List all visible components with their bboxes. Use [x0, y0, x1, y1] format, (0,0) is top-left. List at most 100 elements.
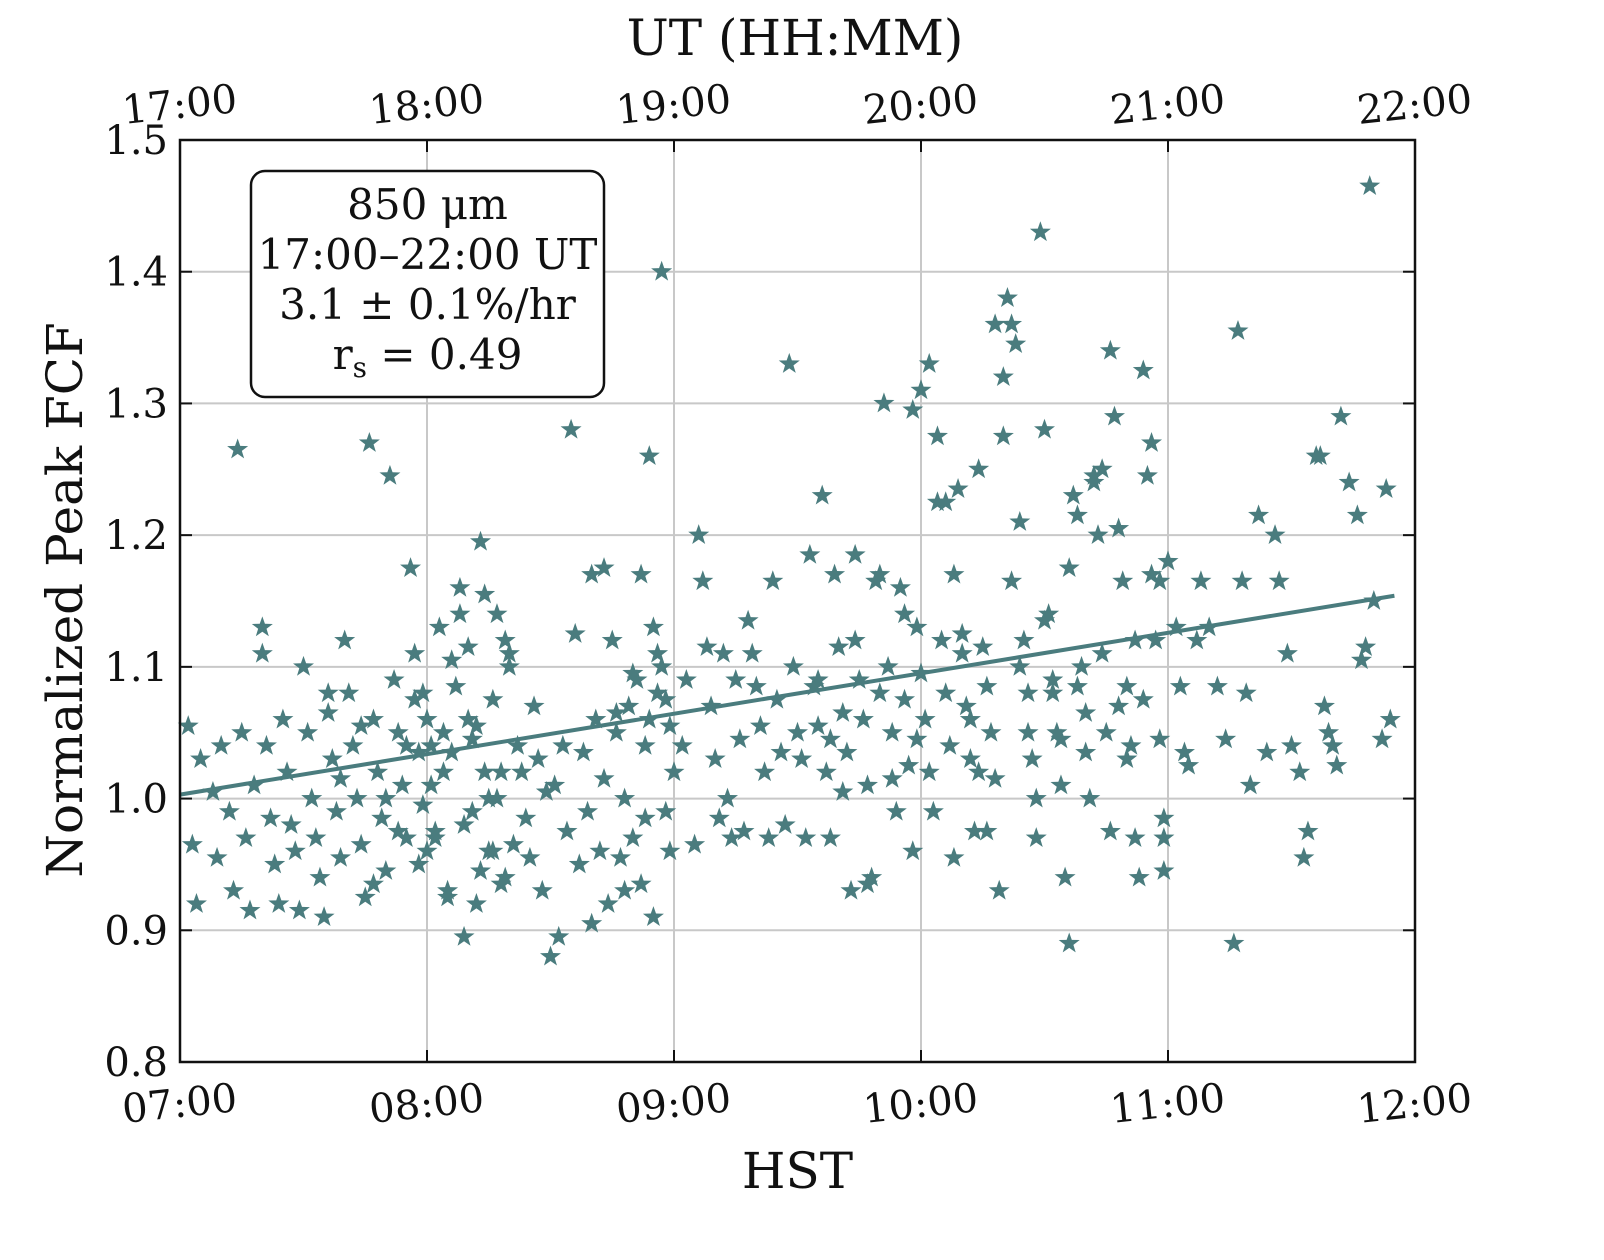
- star-point: [791, 748, 813, 768]
- star-point: [494, 629, 516, 650]
- star-point: [1132, 688, 1154, 709]
- star-point: [836, 741, 858, 762]
- star-point: [988, 879, 1010, 900]
- star-point: [1297, 820, 1319, 841]
- star-point: [227, 438, 249, 459]
- x-tick-label: 11:00: [1108, 1075, 1227, 1133]
- star-point: [980, 721, 1002, 742]
- star-point: [1256, 741, 1278, 762]
- star-point: [358, 431, 380, 452]
- star-point: [856, 774, 878, 795]
- star-point: [560, 418, 582, 439]
- star-point: [589, 840, 611, 861]
- star-point: [1025, 787, 1047, 808]
- star-point: [449, 603, 471, 624]
- star-point: [1042, 682, 1064, 703]
- star-point: [1375, 478, 1397, 498]
- star-point: [346, 787, 368, 808]
- star-point: [708, 807, 730, 828]
- star-point: [548, 925, 570, 946]
- star-point: [1108, 695, 1130, 716]
- star-point: [1190, 570, 1212, 591]
- star-point: [696, 636, 718, 656]
- star-point: [1071, 655, 1093, 676]
- star-point: [737, 609, 759, 630]
- star-point: [338, 682, 360, 703]
- x-tick-label: 10:00: [861, 1075, 980, 1133]
- star-point: [1009, 510, 1031, 531]
- star-point: [1017, 682, 1039, 703]
- star-point: [412, 794, 434, 815]
- star-point: [235, 827, 257, 847]
- star-point: [371, 807, 393, 828]
- star-point: [1124, 827, 1146, 847]
- star-point: [815, 761, 837, 782]
- star-point: [1062, 484, 1084, 505]
- star-point: [1075, 741, 1097, 762]
- star-point: [268, 892, 290, 913]
- x2-tick-label: 19:00: [614, 76, 733, 134]
- star-point: [597, 892, 619, 913]
- star-point: [754, 761, 776, 782]
- star-point: [1248, 504, 1270, 525]
- plot-frame: [178, 138, 1417, 1064]
- star-point: [1050, 774, 1072, 795]
- star-point: [1099, 820, 1121, 841]
- star-point: [1153, 807, 1175, 828]
- star-point: [383, 669, 405, 689]
- star-point: [782, 655, 804, 676]
- star-point: [614, 879, 636, 900]
- star-point: [428, 616, 450, 637]
- star-point: [1001, 570, 1023, 591]
- star-point: [210, 734, 232, 755]
- star-point: [762, 570, 784, 591]
- star-point: [531, 879, 553, 900]
- star-point: [350, 833, 372, 854]
- star-point: [1058, 932, 1080, 953]
- y-tick-label: 0.9: [104, 908, 168, 954]
- star-point: [490, 761, 512, 782]
- star-point: [1227, 319, 1249, 340]
- star-point: [1153, 860, 1175, 880]
- star-point: [231, 721, 253, 742]
- star-point: [313, 906, 335, 927]
- x-tick-label: 08:00: [367, 1075, 486, 1133]
- star-point: [325, 800, 347, 821]
- star-point: [260, 807, 282, 828]
- star-point: [251, 616, 273, 637]
- star-point: [1231, 570, 1253, 591]
- star-point: [1058, 557, 1080, 577]
- star-point: [1293, 846, 1315, 867]
- star-point: [684, 833, 706, 854]
- star-point: [342, 734, 364, 755]
- star-point: [1120, 734, 1142, 755]
- star-point: [914, 708, 936, 729]
- star-point: [642, 906, 664, 927]
- star-point: [675, 669, 697, 689]
- star-point: [692, 570, 714, 591]
- star-point: [1289, 761, 1311, 782]
- star-point: [704, 748, 726, 768]
- star-point: [465, 892, 487, 913]
- star-point: [943, 563, 965, 584]
- star-point: [515, 807, 537, 828]
- star-point: [1359, 175, 1381, 195]
- star-point: [898, 754, 920, 775]
- star-point: [1173, 741, 1195, 762]
- star-point: [449, 576, 471, 597]
- annotation-corr-prefix: r: [333, 330, 354, 379]
- star-point: [647, 642, 669, 663]
- x2-tick-label: 21:00: [1108, 76, 1227, 134]
- star-point: [453, 925, 475, 946]
- star-point: [992, 366, 1014, 386]
- star-point: [840, 879, 862, 900]
- annotation-wavelength: 850 μm: [347, 180, 508, 229]
- star-point: [334, 629, 356, 650]
- star-point: [844, 543, 866, 564]
- star-point: [1087, 524, 1109, 545]
- star-point: [1075, 701, 1097, 722]
- star-point: [457, 636, 479, 656]
- star-point: [996, 287, 1018, 307]
